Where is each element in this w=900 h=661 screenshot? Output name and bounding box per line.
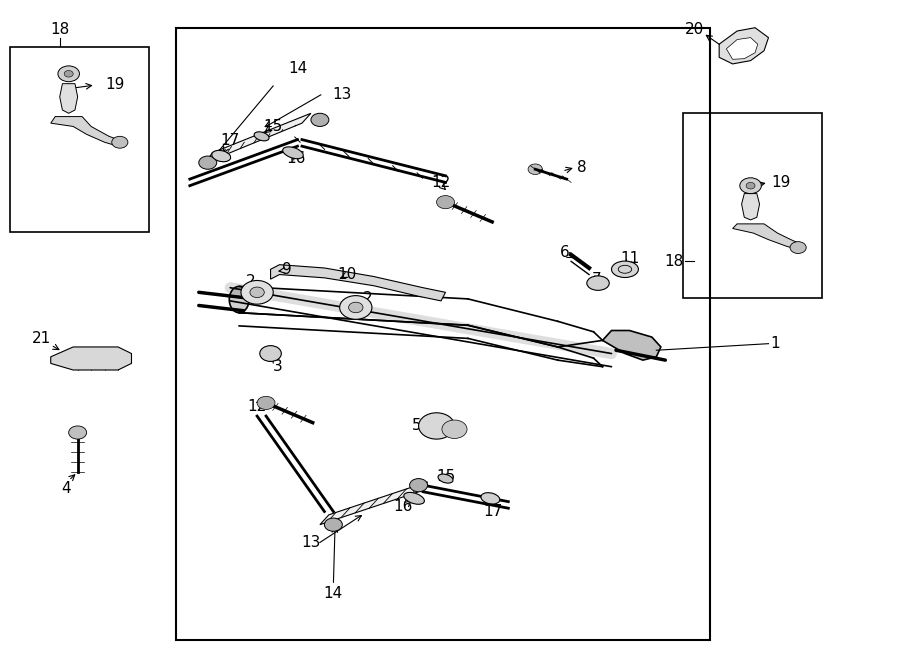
Text: 19: 19 bbox=[771, 175, 790, 190]
Circle shape bbox=[260, 346, 282, 362]
Text: 12: 12 bbox=[431, 175, 451, 190]
Text: 9: 9 bbox=[282, 262, 292, 278]
Circle shape bbox=[418, 412, 454, 439]
Text: 19: 19 bbox=[105, 77, 125, 93]
Bar bbox=[683, 113, 823, 297]
Circle shape bbox=[528, 164, 543, 175]
Ellipse shape bbox=[404, 492, 425, 504]
Text: 2: 2 bbox=[246, 274, 256, 289]
Polygon shape bbox=[742, 194, 760, 220]
Ellipse shape bbox=[587, 276, 609, 290]
Text: 1: 1 bbox=[770, 336, 779, 351]
Circle shape bbox=[257, 397, 275, 409]
Circle shape bbox=[58, 66, 79, 82]
Polygon shape bbox=[59, 84, 77, 113]
Text: 16: 16 bbox=[393, 500, 413, 514]
Polygon shape bbox=[726, 38, 758, 59]
Text: 18: 18 bbox=[50, 22, 69, 36]
Text: 20: 20 bbox=[684, 22, 704, 37]
Ellipse shape bbox=[230, 286, 249, 313]
Circle shape bbox=[324, 518, 342, 531]
Text: 16: 16 bbox=[286, 151, 305, 165]
Text: 12: 12 bbox=[248, 399, 266, 414]
Circle shape bbox=[790, 242, 806, 253]
Text: 14: 14 bbox=[288, 61, 307, 76]
Polygon shape bbox=[50, 347, 131, 370]
Circle shape bbox=[68, 426, 86, 439]
Bar bbox=[176, 28, 710, 640]
Circle shape bbox=[740, 178, 761, 194]
Ellipse shape bbox=[438, 474, 453, 483]
Polygon shape bbox=[719, 28, 769, 64]
Circle shape bbox=[436, 196, 454, 209]
Circle shape bbox=[746, 182, 755, 189]
Polygon shape bbox=[320, 482, 428, 525]
Text: 17: 17 bbox=[220, 134, 239, 149]
Circle shape bbox=[112, 136, 128, 148]
Circle shape bbox=[241, 280, 274, 304]
Circle shape bbox=[199, 156, 217, 169]
Ellipse shape bbox=[283, 147, 303, 159]
Text: 21: 21 bbox=[32, 331, 51, 346]
Ellipse shape bbox=[481, 492, 500, 504]
Text: 14: 14 bbox=[324, 586, 343, 602]
Ellipse shape bbox=[611, 261, 638, 278]
Ellipse shape bbox=[254, 132, 269, 141]
Text: 6: 6 bbox=[560, 245, 570, 260]
Text: 17: 17 bbox=[483, 504, 503, 519]
Polygon shape bbox=[271, 264, 446, 301]
Polygon shape bbox=[50, 116, 118, 145]
Text: 13: 13 bbox=[333, 87, 352, 102]
Circle shape bbox=[410, 479, 427, 492]
Polygon shape bbox=[733, 224, 800, 249]
Circle shape bbox=[348, 302, 363, 313]
Bar bbox=[11, 48, 149, 232]
Circle shape bbox=[64, 71, 73, 77]
Text: 5: 5 bbox=[412, 418, 421, 434]
Text: 11: 11 bbox=[620, 251, 639, 266]
Polygon shape bbox=[602, 330, 661, 360]
Text: 18: 18 bbox=[664, 254, 683, 269]
Circle shape bbox=[442, 420, 467, 438]
Circle shape bbox=[250, 287, 265, 297]
Text: 8: 8 bbox=[578, 160, 587, 175]
Text: 15: 15 bbox=[436, 469, 455, 484]
Text: 3: 3 bbox=[273, 359, 283, 374]
Text: 7: 7 bbox=[591, 272, 601, 287]
Circle shape bbox=[310, 113, 328, 126]
Circle shape bbox=[339, 295, 372, 319]
Polygon shape bbox=[206, 113, 310, 163]
Text: 15: 15 bbox=[264, 119, 283, 134]
Ellipse shape bbox=[212, 151, 230, 162]
Text: 10: 10 bbox=[338, 267, 356, 282]
Text: 4: 4 bbox=[61, 481, 71, 496]
Text: 13: 13 bbox=[302, 535, 320, 550]
Text: 2: 2 bbox=[363, 292, 373, 307]
